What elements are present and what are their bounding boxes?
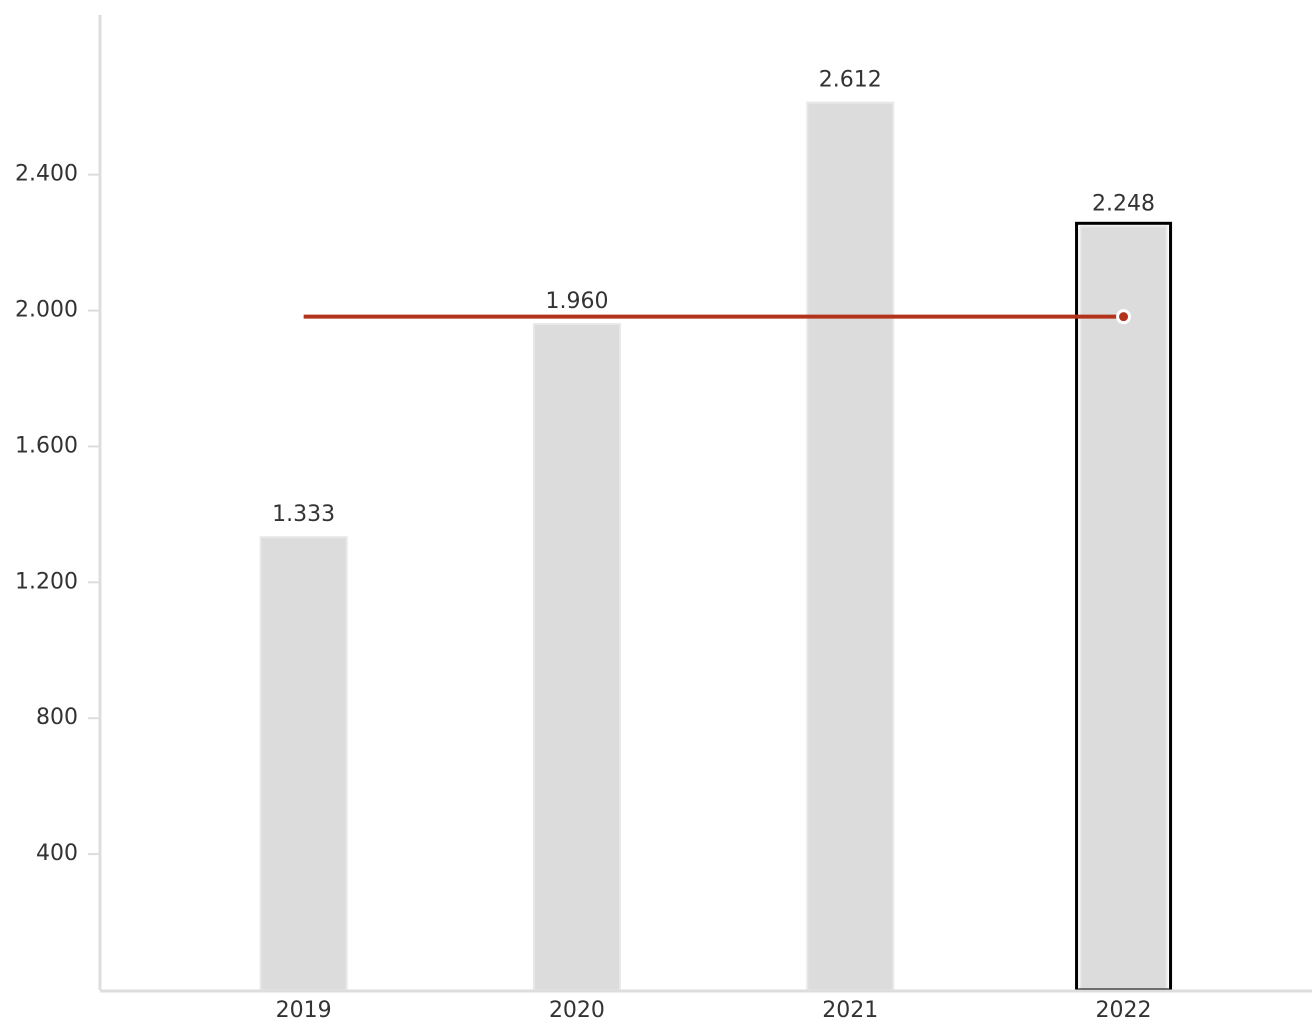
bar — [1079, 225, 1168, 991]
value-label: 2.612 — [819, 68, 882, 93]
line-marker — [1116, 309, 1132, 325]
value-label: 1.960 — [545, 289, 608, 314]
bar — [532, 323, 621, 991]
y-tick-label: 2.000 — [15, 298, 78, 323]
x-tick-label: 2019 — [276, 998, 332, 1021]
y-tick-label: 800 — [36, 705, 78, 730]
bar — [806, 101, 895, 992]
bar — [259, 536, 348, 991]
y-tick-label: 2.400 — [15, 162, 78, 187]
x-tick-label: 2021 — [822, 998, 878, 1021]
y-tick-label: 400 — [36, 841, 78, 866]
y-tick-label: 1.200 — [15, 569, 78, 594]
value-label: 2.248 — [1092, 191, 1155, 216]
value-label: 1.333 — [272, 502, 335, 527]
y-tick-label: 1.600 — [15, 433, 78, 458]
x-tick-label: 2020 — [549, 998, 605, 1021]
x-tick-label: 2022 — [1096, 998, 1152, 1021]
